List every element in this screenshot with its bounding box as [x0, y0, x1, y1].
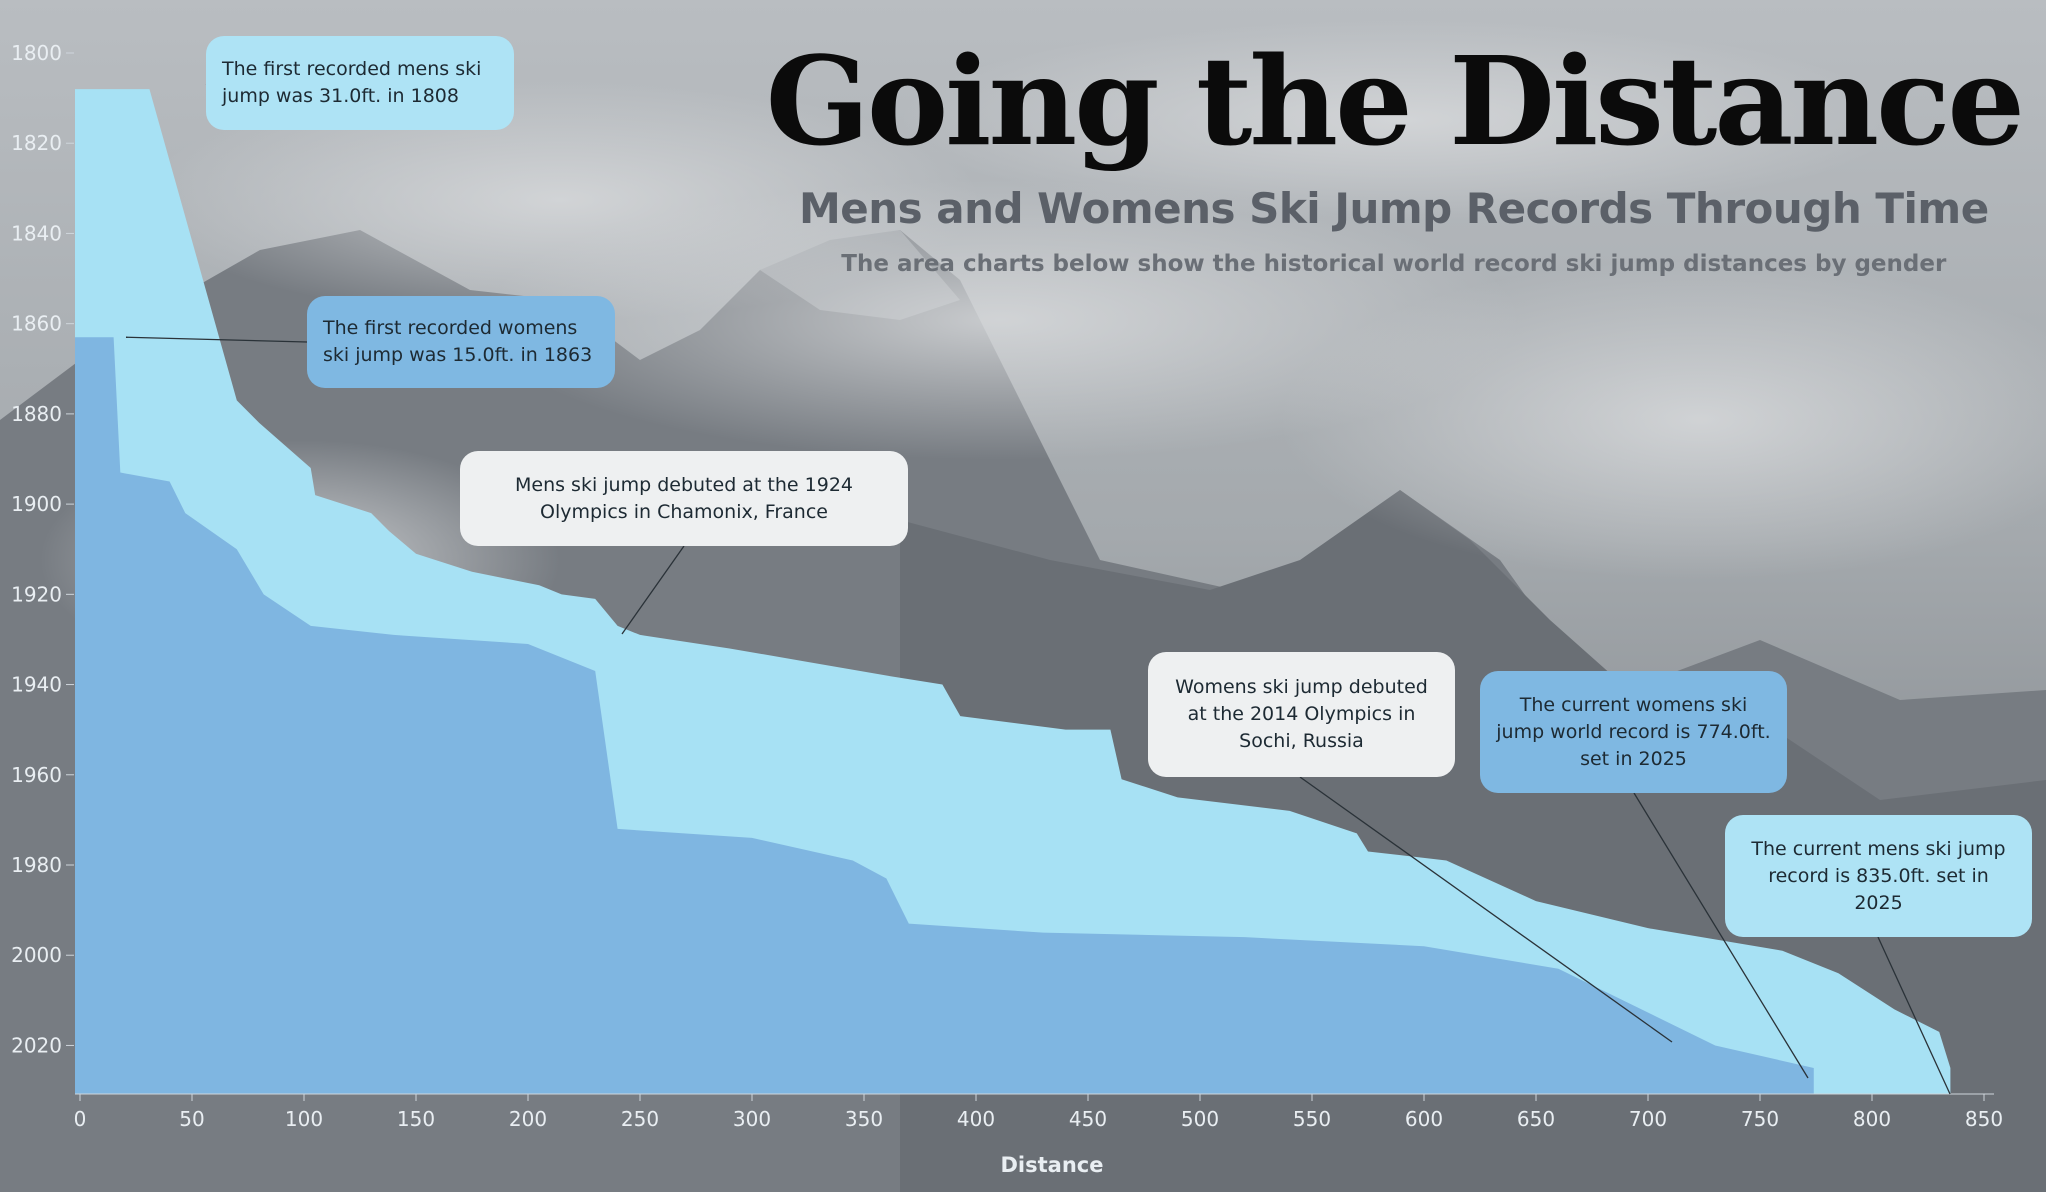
callout-womens-current-record: The current womens ski jump world record… [1480, 671, 1787, 793]
y-tick-label: 1860 [11, 312, 62, 336]
x-tick-label: 200 [509, 1107, 547, 1131]
leader-mens-olympics [621, 545, 685, 635]
x-tick-label: 650 [1517, 1107, 1555, 1131]
x-tick-label: 850 [1965, 1107, 2003, 1131]
x-tick-label: 700 [1629, 1107, 1667, 1131]
callout-mens-current-record: The current mens ski jump record is 835.… [1725, 815, 2032, 937]
leader-womens-first [125, 336, 308, 343]
leader-womens-current [1633, 792, 1809, 1079]
x-tick-label: 600 [1405, 1107, 1443, 1131]
y-tick-label: 1840 [11, 221, 62, 245]
y-tick-label: 1940 [11, 673, 62, 697]
y-tick-label: 2020 [11, 1033, 62, 1057]
callout-mens-olympic-debut: Mens ski jump debuted at the 1924 Olympi… [460, 451, 908, 546]
x-tick-label: 350 [845, 1107, 883, 1131]
leader-womens-olympics [1299, 776, 1673, 1043]
y-tick-label: 1820 [11, 131, 62, 155]
x-tick-label: 800 [1853, 1107, 1891, 1131]
y-tick-label: 1880 [11, 402, 62, 426]
page-subtitle: Mens and Womens Ski Jump Records Through… [798, 184, 1989, 233]
x-tick-label: 250 [621, 1107, 659, 1131]
x-tick-label: 50 [179, 1107, 204, 1131]
y-tick-label: 1920 [11, 582, 62, 606]
x-tick-label: 0 [74, 1107, 87, 1131]
x-tick-label: 100 [285, 1107, 323, 1131]
callout-womens-olympic-debut: Womens ski jump debuted at the 2014 Olym… [1148, 652, 1455, 777]
callout-mens-first-record: The first recorded mens ski jump was 31.… [206, 36, 514, 130]
x-tick-label: 450 [1069, 1107, 1107, 1131]
womens-record-area [75, 337, 1814, 1094]
x-tick-label: 400 [957, 1107, 995, 1131]
x-tick-label: 750 [1741, 1107, 1779, 1131]
page-title: Going the Distance [765, 29, 2025, 173]
x-axis-title: Distance [1001, 1153, 1104, 1177]
x-tick-label: 550 [1293, 1107, 1331, 1131]
leader-mens-current [1877, 936, 1951, 1095]
y-tick-label: 1980 [11, 853, 62, 877]
y-tick-label: 1960 [11, 763, 62, 787]
page-description: The area charts below show the historica… [841, 251, 1947, 277]
x-tick-label: 500 [1181, 1107, 1219, 1131]
title-block: Going the Distance Mens and Womens Ski J… [765, 29, 2025, 277]
x-tick-label: 150 [397, 1107, 435, 1131]
x-tick-label: 300 [733, 1107, 771, 1131]
y-tick-label: 1900 [11, 492, 62, 516]
y-tick-label: 2000 [11, 943, 62, 967]
callout-womens-first-record: The first recorded womens ski jump was 1… [307, 296, 615, 388]
y-tick-label: 1800 [11, 41, 62, 65]
